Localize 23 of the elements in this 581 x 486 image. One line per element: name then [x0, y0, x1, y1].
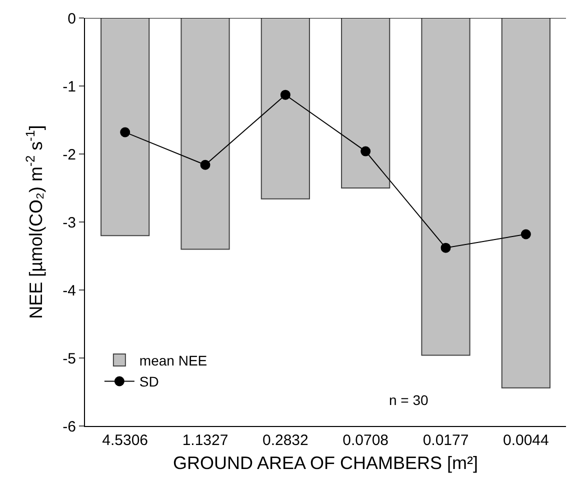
legend-label: SD — [139, 374, 159, 390]
y-tick-label: -5 — [62, 350, 76, 368]
x-axis-title: GROUND AREA OF CHAMBERS [m²] — [172, 453, 478, 474]
x-tick-label: 4.5306 — [102, 432, 148, 449]
point — [280, 90, 290, 100]
x-tick-label: 0.0708 — [342, 432, 389, 449]
y-tick-label: -1 — [62, 78, 76, 96]
x-tick-label: 1.1327 — [182, 432, 228, 449]
x-tick-label: 0.0177 — [422, 432, 469, 449]
x-tick-label: 0.2832 — [262, 432, 308, 449]
point — [360, 146, 371, 156]
y-tick-label: -2 — [62, 146, 76, 164]
y-tick-label: -6 — [62, 418, 76, 436]
y-tick-label: 0 — [68, 10, 76, 28]
point — [520, 229, 531, 240]
legend-label: mean NEE — [139, 352, 208, 368]
x-tick-label: 0.0044 — [502, 432, 549, 449]
y-tick-label: -4 — [62, 282, 76, 300]
y-tick-label: -3 — [62, 214, 76, 232]
point — [200, 160, 210, 170]
point — [120, 127, 130, 138]
annotation: n = 30 — [389, 392, 429, 408]
point — [440, 242, 451, 253]
